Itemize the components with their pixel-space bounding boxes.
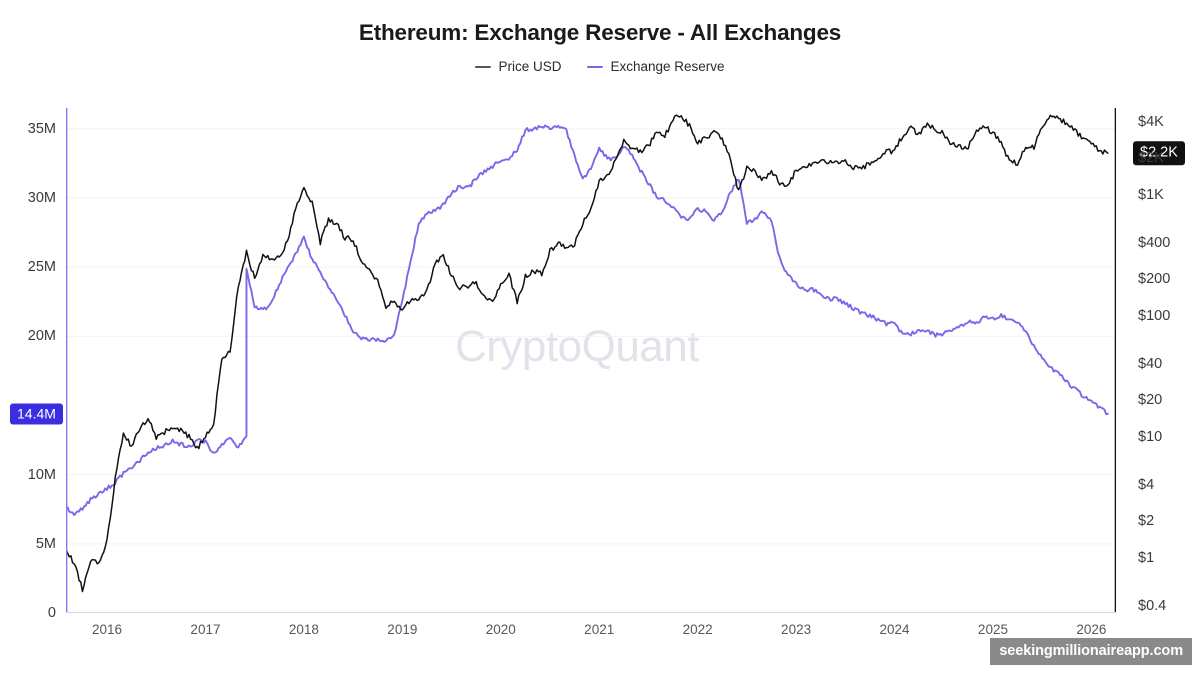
y-tick-right: $2K — [1138, 150, 1164, 167]
x-tick: 2022 — [682, 622, 713, 637]
x-tick: 2025 — [977, 622, 1008, 637]
legend-label: Price USD — [498, 59, 562, 74]
line-dash-icon — [587, 65, 604, 68]
y-tick-right: $40 — [1138, 355, 1163, 372]
y-tick-left: 10M — [27, 466, 56, 483]
site-branding: seekingmillionaireapp.com — [990, 638, 1192, 665]
y-tick-right: $1 — [1138, 549, 1155, 566]
y-tick-right: $4K — [1138, 113, 1164, 130]
legend-label: Exchange Reserve — [610, 59, 725, 74]
series-line-price-usd[interactable] — [66, 114, 1109, 593]
y-tick-right: $100 — [1138, 307, 1171, 324]
x-tick: 2018 — [288, 622, 319, 637]
x-tick: 2019 — [387, 622, 418, 637]
y-tick-right: $0.4 — [1138, 597, 1167, 614]
x-tick: 2021 — [584, 622, 615, 637]
y-tick-left: 30M — [27, 189, 56, 206]
y-tick-right: $20 — [1138, 392, 1163, 409]
chart-legend: Price USD Exchange Reserve — [0, 59, 1200, 74]
x-tick: 2026 — [1076, 622, 1107, 637]
plot-area[interactable] — [66, 108, 1116, 613]
x-tick: 2020 — [485, 622, 516, 637]
legend-item-exchange-reserve[interactable]: Exchange Reserve — [587, 59, 725, 74]
y-tick-left: 35M — [27, 120, 56, 137]
y-tick-right: $2 — [1138, 513, 1155, 530]
page-title: Ethereum: Exchange Reserve - All Exchang… — [358, 20, 842, 45]
y-tick-left: 0 — [47, 605, 56, 621]
y-tick-right: $1K — [1138, 186, 1164, 203]
x-tick: 2017 — [190, 622, 221, 637]
y-tick-right: $400 — [1138, 234, 1171, 251]
y-tick-left: 20M — [27, 328, 56, 345]
x-tick: 2023 — [781, 622, 812, 637]
y-tick-right: $4 — [1138, 476, 1155, 493]
x-tick: 2016 — [91, 622, 123, 637]
chart-canvas — [66, 108, 1116, 613]
y-tick-left: 5M — [35, 535, 56, 552]
series-line-exchange-reserve[interactable] — [66, 124, 1109, 613]
y-tick-left: 25M — [27, 259, 56, 276]
legend-item-price-usd[interactable]: Price USD — [475, 59, 561, 74]
y-tick-right: $200 — [1138, 271, 1171, 288]
x-tick: 2024 — [879, 622, 910, 637]
y-tick-right: $10 — [1138, 428, 1163, 445]
line-dash-icon — [475, 65, 492, 68]
reserve-value-badge: 14.4M — [10, 403, 63, 425]
price-value-badge: $2.2K — [1133, 141, 1185, 165]
